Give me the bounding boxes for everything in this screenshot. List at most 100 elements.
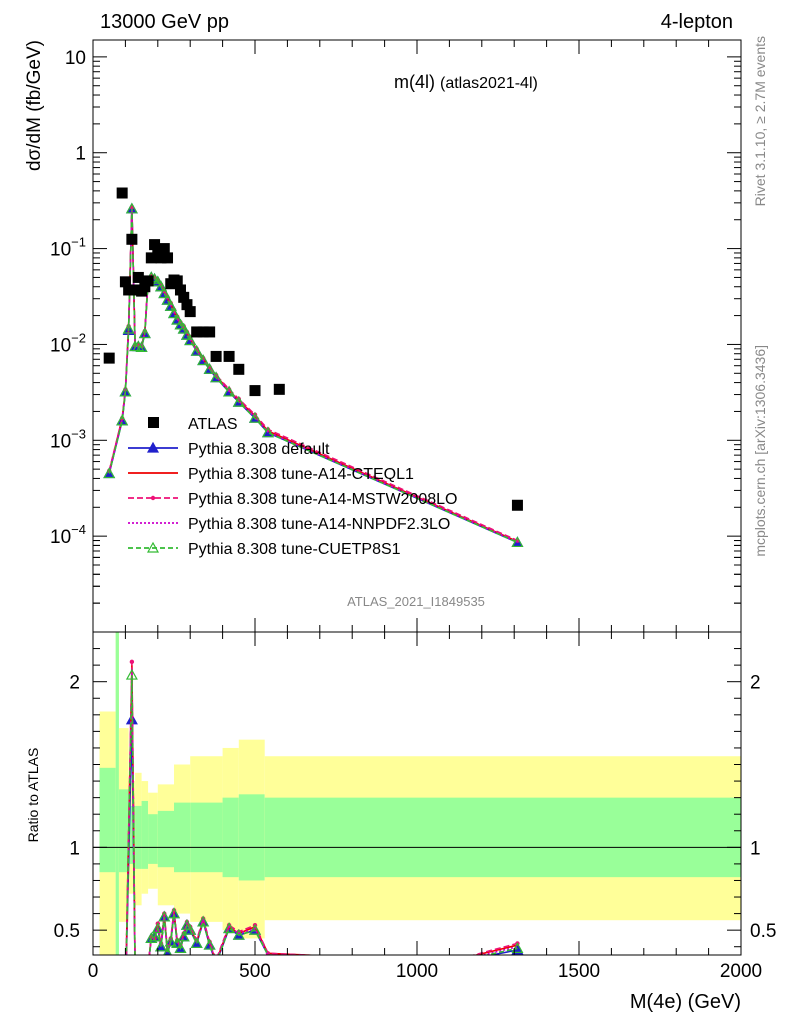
ratio-point-cuetp8s1 (203, 938, 216, 950)
data-point (116, 187, 128, 199)
data-point (171, 275, 183, 287)
legend-item-cuetp8s1: Pythia 8.308 tune-CUETP8S1 (128, 541, 401, 558)
data-points (103, 187, 523, 511)
data-point (223, 350, 235, 362)
y-tick-label: 10−3 (50, 426, 86, 452)
y-tick-label: 10 (65, 48, 86, 69)
ratio-point-cuetp8s1 (145, 932, 158, 944)
series-point-cuetp8s1 (223, 385, 236, 397)
legend-swatch-data (148, 417, 159, 428)
band-inner (222, 797, 239, 878)
legend-label: Pythia 8.308 tune-A14-MSTW2008LO (188, 491, 457, 508)
ratio-line-cuetp8s1 (125, 675, 518, 955)
ratio-point-cuetp8s1 (184, 923, 197, 935)
band-inner (115, 632, 119, 955)
ratio-point-cuetp8s1 (223, 922, 236, 934)
ratio-point-cuetp8s1 (155, 940, 168, 952)
ratio-point-cuetp8s1 (151, 922, 164, 934)
analysis-id: ATLAS_2021_I1849535 (347, 594, 485, 609)
series-point-cuetp8s1 (164, 300, 177, 311)
series-point-cuetp8s1 (116, 414, 129, 426)
data-point (174, 284, 186, 296)
ratio-tick-label: 0.5 (54, 921, 80, 942)
series-point-cuetp8s1 (122, 322, 135, 334)
x-tick-label: 1000 (396, 961, 438, 982)
band-inner (157, 810, 174, 868)
channel-label: 4-lepton (661, 11, 733, 33)
series-cuetp8s1 (103, 202, 524, 548)
data-point (191, 326, 203, 338)
legend: ATLAS Pythia 8.308 default Pythia 8.308 tu… (128, 416, 457, 558)
data-point (132, 271, 144, 283)
ratio-point-mstw (129, 659, 135, 665)
data-point (249, 385, 261, 397)
ratio-point-cuetp8s1 (164, 935, 177, 947)
data-point (145, 252, 157, 264)
x-tick-label: 1500 (558, 961, 600, 982)
ratio-point-cuetp8s1 (125, 668, 138, 680)
ratio-panel: 2 2 1 1 0.5 0.5 0 500 1000 1500 2000 (54, 631, 776, 982)
ratio-point-cuetp8s1 (232, 928, 245, 940)
data-point (119, 276, 131, 288)
x-axis-label: M(4e) (GeV) (630, 991, 741, 1013)
ratio-tick-label-right: 0.5 (750, 921, 776, 942)
y-tick-label: 10−2 (50, 330, 86, 356)
series-point-cuetp8s1 (151, 275, 164, 287)
rivet-version-label: Rivet 3.1.10, ≥ 2.7M events (752, 36, 768, 206)
ratio-tick-label-right: 1 (750, 838, 761, 859)
x-tick-label: 500 (239, 961, 271, 982)
series-point-cuetp8s1 (261, 426, 274, 438)
legend-item-cteql1: Pythia 8.308 tune-A14-CTEQL1 (128, 466, 414, 483)
x-tick-label: 0 (88, 961, 99, 982)
ratio-series (125, 659, 524, 955)
data-point (103, 352, 115, 364)
series-point-cuetp8s1 (119, 385, 132, 397)
band-inner (141, 800, 149, 869)
y-tick-label: 10−4 (50, 522, 86, 548)
series-point-cuetp8s1 (232, 395, 245, 407)
series-point-cuetp8s1 (155, 280, 168, 292)
uncertainty-bands (99, 632, 741, 955)
ratio-point-cuetp8s1 (180, 918, 193, 930)
ratio-point-cuetp8s1 (190, 937, 203, 949)
main-panel: 10 1 10−1 10−2 10−3 10−4 m(4l) (atlas2021-4l)… (50, 39, 742, 633)
ratio-axis-label: Ratio to ATLAS (25, 748, 41, 843)
legend-item-data: ATLAS (148, 416, 238, 433)
ratio-point-cuetp8s1 (167, 907, 181, 919)
series-point-cuetp8s1 (125, 202, 138, 214)
y-tick-label: 10−1 (50, 235, 86, 261)
series-point-cuetp8s1 (132, 340, 145, 352)
y-tick-exponent: −2 (71, 330, 86, 345)
plot-title: m(4l) (394, 72, 435, 92)
series-point-cuetp8s1 (158, 287, 171, 299)
series-point-cuetp8s1 (161, 293, 174, 305)
source-label: mcplots.cern.ch [arXiv:1306.3436] (752, 345, 768, 557)
data-point (158, 243, 170, 255)
y-tick-label: 1 (75, 144, 86, 165)
data-point (142, 275, 154, 287)
legend-label: Pythia 8.308 default (188, 441, 330, 458)
legend-item-mstw: Pythia 8.308 tune-A14-MSTW2008LO (128, 491, 457, 508)
data-point (184, 306, 196, 318)
ratio-point-cuetp8s1 (248, 923, 262, 935)
legend-marker-cuetp8s1 (146, 541, 160, 553)
band-inner (99, 767, 116, 873)
data-point (149, 239, 161, 251)
legend-item-nnpdf: Pythia 8.308 tune-A14-NNPDF2.3LO (128, 516, 450, 533)
series-point-cuetp8s1 (138, 327, 151, 339)
ratio-point-cuetp8s1 (197, 915, 210, 927)
data-point (511, 499, 523, 511)
series-point-cuetp8s1 (167, 307, 181, 319)
band-inner (148, 814, 158, 864)
data-point (204, 326, 216, 338)
ratio-point-cuetp8s1 (171, 937, 184, 949)
ratio-tick-label-right: 2 (750, 673, 761, 694)
band-inner (118, 789, 129, 873)
band-inner (174, 802, 191, 873)
data-point (139, 281, 151, 293)
ratio-tick-label: 2 (69, 673, 80, 694)
series-point-cuetp8s1 (171, 313, 184, 325)
ratio-point-cuetp8s1 (148, 930, 161, 942)
data-point (210, 350, 222, 362)
data-point (123, 284, 135, 296)
